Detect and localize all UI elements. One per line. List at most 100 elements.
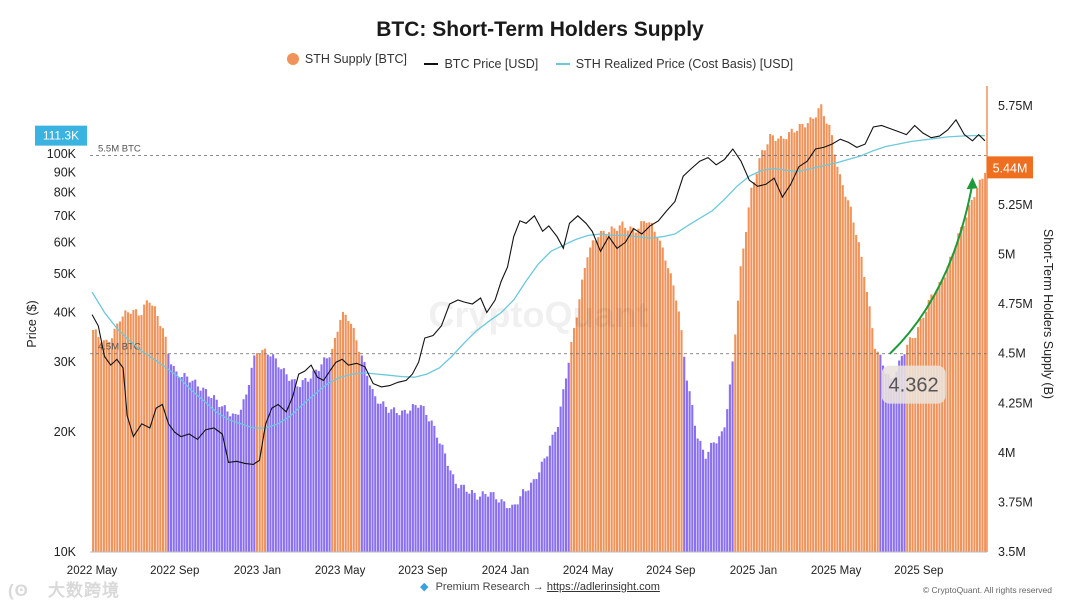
sth-supply-bar xyxy=(167,353,170,552)
sth-supply-bar xyxy=(626,230,629,552)
y-right-tick-label: 4M xyxy=(998,446,1015,460)
sth-supply-bar xyxy=(946,266,949,552)
sth-supply-bar xyxy=(984,172,987,552)
y-right-tick-label: 5.75M xyxy=(998,99,1033,113)
sth-supply-bar xyxy=(462,484,465,552)
trend-arrow-line xyxy=(889,183,974,355)
sth-supply-bar xyxy=(140,315,143,552)
sth-supply-bar xyxy=(105,339,108,552)
sth-supply-bar xyxy=(341,311,345,552)
sth-supply-bar xyxy=(508,507,511,552)
sth-supply-bar xyxy=(927,299,930,552)
sth-supply-bar xyxy=(938,282,941,552)
sth-supply-bar xyxy=(250,367,253,552)
x-tick-label: 2023 Jan xyxy=(234,565,281,577)
sth-supply-bar xyxy=(720,431,723,552)
footer-copyright: © CryptoQuant. All rights reserved xyxy=(922,585,1052,595)
y-right-tick-label: 3.5M xyxy=(998,545,1026,559)
sth-supply-bar xyxy=(876,351,879,552)
x-tick-label: 2024 Jan xyxy=(482,565,529,577)
sth-supply-bar xyxy=(285,374,288,552)
sth-supply-bar xyxy=(677,311,680,552)
sth-supply-bar xyxy=(959,227,963,552)
sth-supply-bar xyxy=(731,361,734,552)
sth-supply-bar xyxy=(551,434,554,552)
sth-supply-bar xyxy=(739,266,742,552)
sth-supply-bar xyxy=(102,340,105,552)
sth-supply-bar xyxy=(645,222,648,552)
footer-premium-link[interactable]: https://adlerinsight.com xyxy=(546,581,660,593)
sth-supply-bar xyxy=(374,396,377,552)
sth-supply-bar xyxy=(468,493,471,552)
sth-supply-bar xyxy=(825,123,828,552)
sth-supply-bar xyxy=(685,380,688,552)
sth-supply-bar xyxy=(981,178,984,553)
legend-sth-realized[interactable]: STH Realized Price (Cost Basis) [USD] xyxy=(555,57,793,71)
sth-supply-bar xyxy=(890,378,893,552)
sth-supply-bar xyxy=(215,399,218,552)
sth-supply-bar xyxy=(642,221,645,552)
sth-supply-bar xyxy=(511,504,514,552)
sth-supply-bar xyxy=(328,357,331,552)
sth-supply-bar xyxy=(118,321,122,552)
sth-supply-bar xyxy=(556,427,559,552)
sth-supply-bar xyxy=(540,461,543,552)
sth-supply-bar xyxy=(581,279,584,552)
sth-supply-bar xyxy=(779,135,782,552)
sth-supply-bar xyxy=(307,381,310,552)
x-tick-label: 2022 May xyxy=(67,565,118,577)
sth-supply-bar xyxy=(546,456,549,552)
sth-supply-bar xyxy=(573,328,576,552)
sth-supply-bar xyxy=(261,350,264,552)
sth-supply-bar xyxy=(704,458,707,552)
sth-supply-bar xyxy=(903,354,906,552)
sth-supply-bar xyxy=(100,342,103,552)
sth-supply-bar xyxy=(583,267,586,552)
sth-supply-bar xyxy=(255,353,259,552)
sth-supply-bar xyxy=(941,280,944,552)
sth-supply-bar xyxy=(669,273,672,552)
sth-supply-bar xyxy=(194,379,197,552)
sth-supply-bar xyxy=(449,470,452,552)
price-badge xyxy=(35,125,87,146)
sth-supply-bar xyxy=(124,310,127,552)
sth-supply-bar xyxy=(234,414,237,552)
sth-supply-bar xyxy=(161,328,165,552)
sth-supply-bar xyxy=(793,132,796,552)
sth-supply-bar xyxy=(446,465,449,552)
sth-supply-bar xyxy=(871,328,874,552)
sth-supply-bar xyxy=(384,406,388,552)
sth-supply-bar xyxy=(339,319,342,552)
sth-supply-bar xyxy=(390,409,393,552)
sth-supply-bar xyxy=(607,232,611,552)
legend-sth-supply[interactable]: STH Supply [BTC] xyxy=(286,52,407,66)
sth-supply-bar xyxy=(933,295,936,552)
y-right-tick-label: 5.25M xyxy=(998,198,1033,212)
sth-supply-bar xyxy=(693,425,697,552)
sth-supply-bar xyxy=(790,128,793,552)
sth-supply-bar xyxy=(113,328,116,552)
sth-supply-bar xyxy=(723,427,726,552)
sth-supply-bar xyxy=(852,222,855,552)
sth-supply-bar xyxy=(237,414,240,552)
legend-btc-price[interactable]: BTC Price [USD] xyxy=(424,57,538,71)
sth-supply-bar xyxy=(513,504,516,552)
sth-supply-bar xyxy=(753,182,756,552)
sth-supply-bar xyxy=(659,240,662,552)
sth-supply-bar xyxy=(196,386,199,552)
sth-supply-bar xyxy=(309,378,312,552)
x-tick-label: 2023 Sep xyxy=(398,565,447,577)
sth-supply-bar xyxy=(368,385,371,552)
sth-supply-bar xyxy=(312,370,315,552)
sth-supply-bar xyxy=(188,382,191,552)
sth-supply-bar xyxy=(567,362,570,552)
sth-supply-bar xyxy=(401,410,404,552)
sth-supply-bar xyxy=(516,504,519,552)
sth-supply-bar xyxy=(425,414,428,552)
sth-supply-bar xyxy=(957,233,960,552)
sth-supply-bar xyxy=(277,367,280,552)
sth-supply-bar xyxy=(245,394,248,552)
sth-supply-bar xyxy=(820,104,823,552)
sth-supply-bar xyxy=(707,451,710,552)
sth-supply-bar xyxy=(637,228,640,552)
